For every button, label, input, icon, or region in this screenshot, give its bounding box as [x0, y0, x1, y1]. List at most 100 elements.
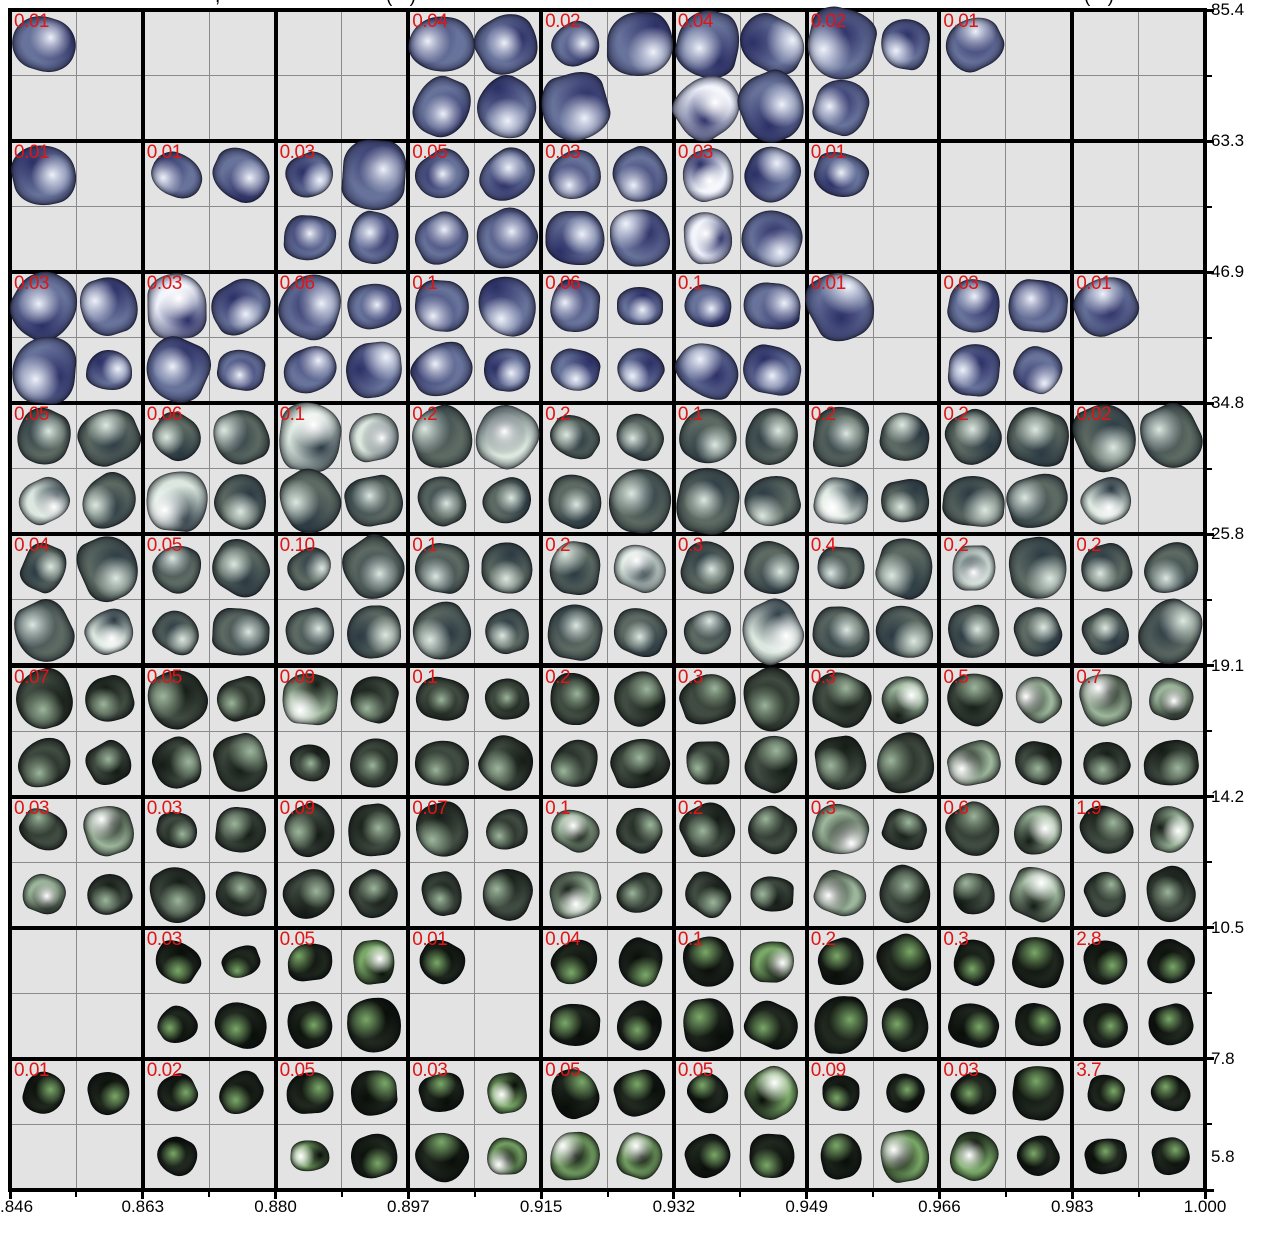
- particle-thumbnail: [1013, 805, 1062, 855]
- particle-thumbnail: [604, 139, 675, 211]
- cell-percentage: 0.3: [810, 797, 836, 819]
- axis-tick-mark: [606, 1192, 609, 1197]
- cell-percentage: 0.01: [810, 273, 846, 295]
- cell-percentage: 0.04: [14, 535, 49, 557]
- clipped-title-fragment: ( ): [1084, 0, 1120, 8]
- particle-thumbnail: [212, 1064, 271, 1121]
- particle-thumbnail: [544, 731, 606, 795]
- particle-thumbnail: [1143, 802, 1198, 859]
- cell-percentage: 0.04: [545, 928, 581, 950]
- grid-cell: [12, 929, 141, 1057]
- particle-thumbnail: [209, 729, 274, 797]
- grid-cell: 0.06: [543, 273, 672, 402]
- cell-percentage: 2.8: [1076, 928, 1102, 950]
- axis-tick-mark: [1207, 8, 1214, 12]
- cell-percentage: 0.03: [14, 797, 49, 819]
- particle-thumbnail: [475, 861, 539, 927]
- grid-cell: 0.01: [808, 142, 938, 271]
- grid-cell: 0.01: [796, 260, 938, 402]
- cell-percentage: 0.2: [943, 535, 969, 557]
- particle-thumbnail: [940, 472, 1008, 529]
- particle-thumbnail: [543, 599, 607, 664]
- particle-thumbnail: [605, 465, 675, 537]
- cell-percentage: 0.06: [146, 404, 182, 426]
- y-tick-label: 85.4: [1211, 0, 1245, 19]
- grid-cell: 0.03: [0, 260, 145, 406]
- y-tick-label: 7.8: [1211, 1048, 1235, 1068]
- particle-thumbnail: [807, 73, 875, 142]
- cell-percentage: 0.04: [677, 11, 713, 32]
- grid-cell: 0.1: [543, 798, 672, 926]
- particle-thumbnail: [878, 805, 932, 856]
- cell-percentage: 3.7: [1076, 1059, 1102, 1081]
- grid-cell: 0.2: [543, 664, 676, 797]
- particle-thumbnail: [407, 204, 478, 273]
- grid-cell: 0.03: [540, 139, 675, 271]
- cell-percentage: 0.2: [943, 404, 969, 426]
- particle-thumbnail: [73, 269, 145, 343]
- grid-cell: 0.1: [410, 667, 542, 798]
- particle-thumbnail: [945, 341, 1002, 398]
- grid-cell: 0.05: [8, 400, 147, 537]
- grid-cell: 0.05: [137, 659, 274, 797]
- grid-cell: 1.9: [1072, 797, 1205, 929]
- grid-cell: 0.04: [6, 527, 148, 672]
- cell-percentage: 0.2: [810, 404, 836, 426]
- particle-thumbnail: [203, 531, 280, 606]
- particle-thumbnail: [680, 995, 737, 1055]
- particle-thumbnail: [732, 658, 813, 741]
- grid-cell: 0.01: [144, 140, 278, 271]
- particle-thumbnail: [943, 736, 1004, 790]
- cell-percentage: 0.04: [412, 11, 448, 32]
- grid-cell: 0.03: [941, 1060, 1071, 1188]
- grid-cell: 0.03: [941, 273, 1071, 402]
- particle-thumbnail: [999, 400, 1077, 474]
- axis-tick-mark: [1070, 1192, 1074, 1199]
- particle-thumbnail: [351, 937, 398, 986]
- axis-tick-mark: [274, 1192, 278, 1199]
- grid-cell: 0.09: [277, 667, 407, 795]
- cell-percentage: 0.2: [545, 666, 571, 688]
- particle-thumbnail: [212, 867, 271, 921]
- particle-thumbnail: [146, 602, 207, 661]
- particle-thumbnail: [150, 1130, 204, 1182]
- particle-thumbnail: [483, 677, 531, 722]
- grid-cell: 0.2: [808, 403, 938, 533]
- particle-thumbnail: [877, 475, 933, 526]
- particle-thumbnail: [403, 592, 482, 671]
- particle-thumbnail: [1010, 737, 1066, 789]
- particle-thumbnail: [1148, 1134, 1193, 1179]
- grid-cell: 0.3: [803, 663, 945, 803]
- grid-cell: 0.2: [941, 532, 1072, 664]
- particle-thumbnail: [606, 600, 673, 664]
- particle-thumbnail: [349, 1068, 399, 1117]
- particle-thumbnail: [549, 1130, 602, 1182]
- particle-thumbnail: [608, 993, 671, 1057]
- particle-thumbnail: [484, 1070, 529, 1116]
- particle-thumbnail: [812, 994, 869, 1056]
- axis-tick-mark: [1004, 1192, 1007, 1197]
- particle-thumbnail: [343, 862, 406, 926]
- particle-thumbnail: [218, 940, 265, 983]
- grid-cell: [1074, 12, 1203, 140]
- grid-cell: 0.2: [808, 926, 940, 1057]
- particle-thumbnail: [79, 671, 138, 728]
- plot-area: 0.01 0.04 0.02 0.04 0.02 0.01 0.01 0.01 0.03 0.05…: [0, 1, 1213, 1191]
- particle-thumbnail: [606, 537, 673, 600]
- particle-thumbnail: [876, 409, 934, 465]
- grid-cell: 0.02: [144, 1060, 274, 1188]
- grid-cell: 0.1: [268, 399, 407, 543]
- grid-cell: 0.05: [144, 531, 280, 664]
- cell-percentage: 0.05: [146, 666, 182, 688]
- particle-thumbnail: [467, 199, 547, 278]
- x-tick-label: .846: [0, 1197, 34, 1216]
- particle-thumbnail: [208, 995, 274, 1055]
- particle-thumbnail: [671, 461, 745, 540]
- particle-thumbnail: [604, 664, 675, 735]
- grid-cell: 0.02: [1066, 394, 1211, 533]
- particle-thumbnail: [610, 865, 670, 923]
- cell-percentage: 0.09: [279, 797, 315, 819]
- particle-thumbnail: [1006, 277, 1070, 335]
- grid-cell: 0.07: [9, 663, 141, 796]
